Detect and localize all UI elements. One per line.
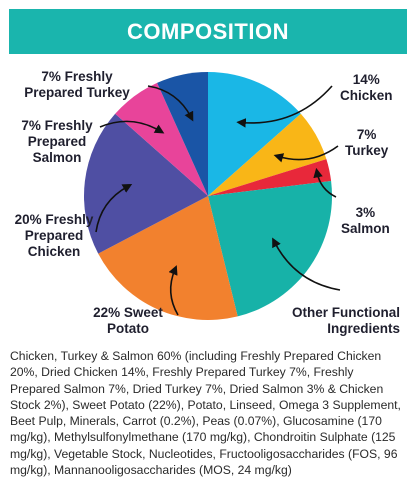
label-turkey: 7% Turkey [345,127,389,158]
chart-title: COMPOSITION [127,18,289,44]
pie-slice-0 [208,72,301,196]
pie-slice-2 [208,159,332,196]
label-other-functional: Other Functional Ingredients [292,305,400,336]
pointer-arrow-2 [313,167,337,198]
pointer-arrow-1 [273,145,339,163]
label-sweet-potato: 22% Sweet Potato [93,305,163,336]
label-fp-chicken: 20% Freshly Prepared Chicken [14,212,94,259]
pointer-arrow-6 [99,120,165,134]
ingredients-description: Chicken, Turkey & Salmon 60% (including … [10,349,401,478]
pie-slice-7 [157,72,208,196]
label-salmon: 3% Salmon [341,205,390,236]
pie-chart [84,72,341,320]
pie-slice-4 [98,196,238,320]
pointer-arrow-4 [168,265,179,316]
pie-slice-1 [208,113,327,196]
pie-slice-3 [208,181,332,317]
pie-slice-5 [84,113,208,254]
label-chicken: 14% Chicken [340,72,393,103]
pie-slice-6 [115,82,208,196]
pointer-arrow-7 [147,85,194,122]
pointer-arrow-5 [95,183,133,233]
pointer-arrow-0 [236,85,333,128]
header-banner: COMPOSITION [9,9,407,54]
pointer-arrow-3 [272,237,341,291]
label-fp-turkey: 7% Freshly Prepared Turkey [24,69,130,100]
label-fp-salmon: 7% Freshly Prepared Salmon [21,118,93,165]
